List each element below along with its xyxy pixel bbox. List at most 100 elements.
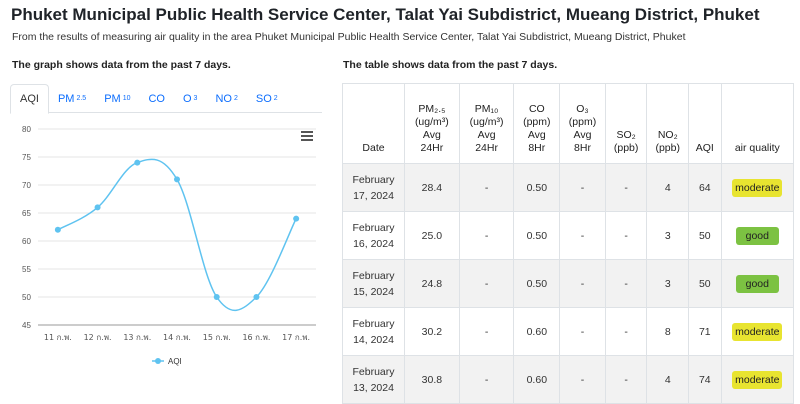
- data-point: [213, 294, 220, 300]
- data-point: [134, 159, 141, 166]
- column-header-so2: SO₂ (ppb): [604, 83, 648, 164]
- header-line: (ppm): [523, 116, 551, 128]
- tab-label: CO: [148, 92, 165, 105]
- legend-label: AQI: [168, 357, 182, 366]
- header-line: (ppb): [655, 142, 680, 154]
- tab-no2[interactable]: NO 2: [206, 84, 246, 113]
- cell-o3: -: [559, 355, 606, 404]
- cell-so2: -: [604, 211, 648, 260]
- cell-no2: 3: [646, 211, 690, 260]
- cell-air-quality: moderate: [720, 355, 794, 404]
- table-heading: The table shows data from the past 7 day…: [343, 59, 558, 71]
- table-row: February 14, 2024 30.2-0.60- -8 71 moderate: [342, 307, 794, 356]
- cell-date: February 17, 2024: [342, 163, 405, 212]
- date-line: 14, 2024: [353, 333, 394, 346]
- cell-pm10: -: [458, 211, 515, 260]
- date-line: 13, 2024: [353, 381, 394, 394]
- table-row: February 13, 2024 30.8-0.60- -4 74 moderate: [342, 355, 794, 404]
- y-tick-label: 75: [22, 153, 31, 162]
- header-line: PM₂.₅: [418, 103, 446, 115]
- header-line: air quality: [734, 142, 780, 154]
- header-line: 8Hr: [528, 142, 546, 154]
- data-point: [94, 204, 101, 211]
- date-line: February: [352, 317, 395, 330]
- tab-co[interactable]: CO: [139, 84, 174, 113]
- header-line: 8Hr: [574, 142, 591, 154]
- data-point: [174, 176, 180, 183]
- air-quality-table: Date PM₂.₅ (ug/m³) Avg 24Hr PM₁₀ (ug/m³) Avg 24H…: [342, 83, 794, 404]
- cell-pm25: 30.8: [404, 355, 460, 404]
- header-line: Avg: [477, 129, 496, 141]
- header-line: (ppb): [613, 142, 639, 154]
- x-tick-label: 16 ก.พ.: [242, 333, 270, 342]
- tab-pm25[interactable]: PM 2.5: [49, 84, 95, 113]
- y-tick-label: 70: [22, 181, 31, 190]
- cell-co: 0.50: [513, 211, 561, 260]
- cell-air-quality: moderate: [720, 307, 794, 356]
- y-tick-label: 50: [22, 293, 31, 302]
- x-tick-label: 14 ก.พ.: [163, 333, 191, 342]
- air-quality-badge: moderate: [732, 322, 783, 341]
- x-tick-label: 12 ก.พ.: [84, 333, 112, 342]
- aqi-chart-svg: 45 50 55 60 65 70 75 80 11 ก.พ. 12 ก.พ. 13 ก.พ. 14 …: [22, 125, 316, 366]
- cell-so2: -: [604, 163, 648, 212]
- cell-date: February 14, 2024: [342, 307, 405, 356]
- cell-co: 0.60: [513, 355, 561, 404]
- graph-heading: The graph shows data from the past 7 day…: [12, 59, 231, 71]
- cell-no2: 4: [646, 355, 690, 404]
- cell-air-quality: good: [720, 211, 794, 260]
- tab-pm10[interactable]: PM 10: [95, 84, 139, 113]
- cell-aqi: 50: [688, 259, 722, 308]
- cell-no2: 8: [646, 307, 690, 356]
- header-line: PM₁₀: [474, 103, 499, 115]
- column-header-o3: O₃ (ppm) Avg 8Hr: [559, 83, 606, 164]
- header-line: AQI: [695, 142, 714, 154]
- tab-label: PM: [104, 92, 121, 105]
- chart-menu-icon[interactable]: [301, 131, 313, 141]
- header-line: NO₂: [657, 129, 678, 141]
- legend-marker: [155, 358, 161, 364]
- cell-air-quality: good: [720, 259, 794, 308]
- x-tick-label: 11 ก.พ.: [44, 333, 72, 342]
- cell-co: 0.60: [513, 307, 561, 356]
- date-line: February: [352, 221, 395, 234]
- cell-o3: -: [559, 259, 606, 308]
- tab-sub: 10: [122, 95, 131, 102]
- data-point: [54, 226, 61, 233]
- tab-label: SO: [255, 92, 272, 105]
- cell-aqi: 74: [688, 355, 722, 404]
- column-header-co: CO (ppm) Avg 8Hr: [513, 83, 561, 164]
- table-row: February 15, 2024 24.8-0.50- -3 50 good: [342, 259, 794, 308]
- tab-label: NO: [215, 92, 232, 105]
- cell-o3: -: [559, 211, 606, 260]
- table-row: February 16, 2024 25.0-0.50- -3 50 good: [342, 211, 794, 260]
- cell-aqi: 64: [688, 163, 722, 212]
- header-line: Avg: [573, 129, 592, 141]
- data-point: [253, 294, 260, 300]
- cell-so2: -: [604, 307, 648, 356]
- cell-date: February 15, 2024: [342, 259, 405, 308]
- tab-label: PM: [57, 92, 75, 105]
- tab-sub: 3: [193, 95, 198, 102]
- x-tick-label: 15 ก.พ.: [203, 333, 231, 342]
- date-line: February: [352, 269, 395, 282]
- cell-date: February 13, 2024: [342, 355, 405, 404]
- cell-date: February 16, 2024: [342, 211, 405, 260]
- x-tick-label: 13 ก.พ.: [123, 333, 151, 342]
- cell-no2: 3: [646, 259, 690, 308]
- date-line: February: [352, 365, 395, 378]
- header-line: 24Hr: [475, 142, 498, 154]
- tab-aqi[interactable]: AQI: [10, 84, 49, 114]
- cell-pm25: 25.0: [404, 211, 460, 260]
- header-line: 24Hr: [420, 142, 444, 154]
- tab-so2[interactable]: SO 2: [247, 84, 287, 113]
- date-line: 17, 2024: [353, 189, 394, 202]
- date-line: 15, 2024: [353, 285, 394, 298]
- header-line: (ppm): [568, 116, 597, 128]
- air-quality-badge: good: [735, 226, 779, 245]
- y-tick-label: 45: [22, 321, 31, 330]
- cell-air-quality: moderate: [720, 163, 794, 212]
- header-line: SO₂: [616, 129, 636, 141]
